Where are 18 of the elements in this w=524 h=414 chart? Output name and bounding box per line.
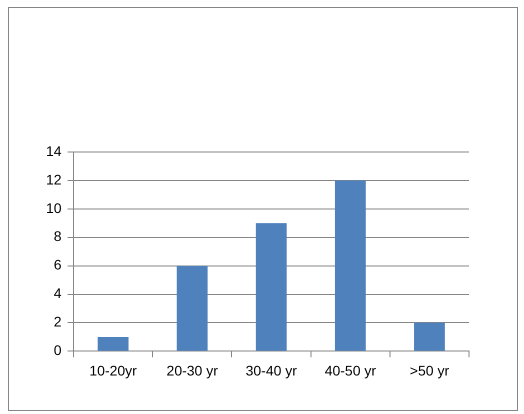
bar xyxy=(334,180,366,351)
y-tick-label: 8 xyxy=(54,228,62,244)
y-tick-label: 6 xyxy=(54,256,62,273)
x-tick-label: 30-40 yr xyxy=(246,362,298,378)
x-tick-label: >50 yr xyxy=(410,362,450,378)
y-tick-label: 12 xyxy=(46,171,62,188)
y-tick-label: 14 xyxy=(46,142,62,159)
bar xyxy=(256,223,287,351)
x-tick-label: 20-30 yr xyxy=(166,362,218,378)
y-tick-label: 10 xyxy=(46,200,62,216)
y-tick-label: 2 xyxy=(54,314,62,330)
x-tick-label: 40-50 yr xyxy=(324,362,376,378)
y-tick-label: 4 xyxy=(54,285,62,302)
bar xyxy=(414,322,445,351)
bar xyxy=(98,336,129,351)
x-tick-label: 10-20yr xyxy=(89,362,138,378)
y-tick-label: 0 xyxy=(54,342,62,358)
bar xyxy=(176,266,208,351)
